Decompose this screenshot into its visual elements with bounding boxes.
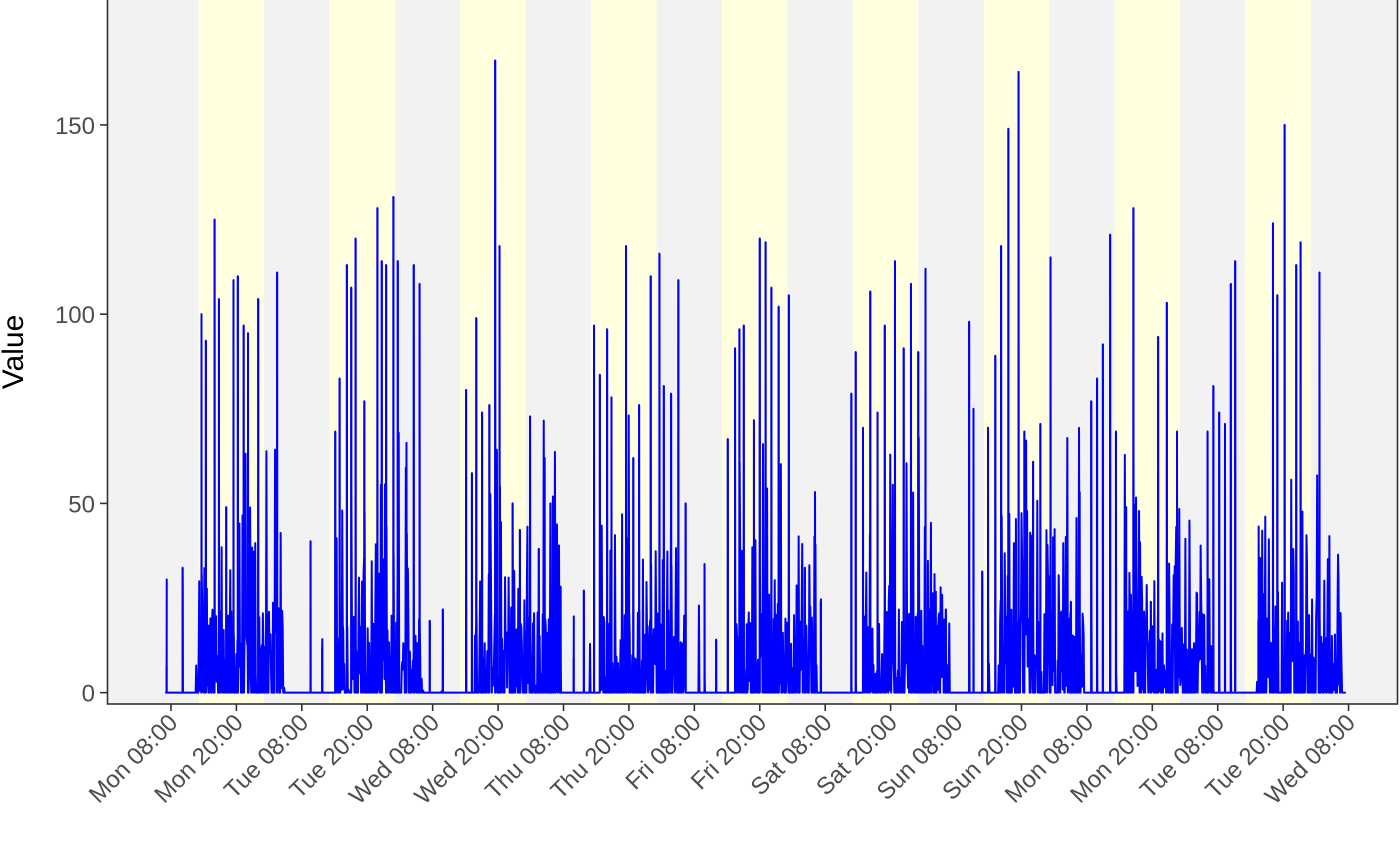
y-tick-label-3: 150: [55, 113, 95, 140]
series-group: [164, 59, 1347, 694]
y-tick-label-1: 50: [68, 491, 95, 518]
y-tick-label-0: 0: [82, 681, 95, 708]
y-tick-label-2: 100: [55, 302, 95, 329]
y-axis: 0 50 100 150: [55, 113, 107, 708]
shaded-band-2: [460, 0, 526, 704]
y-axis-title: Value: [0, 315, 30, 390]
plot-border: [106, 0, 1399, 705]
